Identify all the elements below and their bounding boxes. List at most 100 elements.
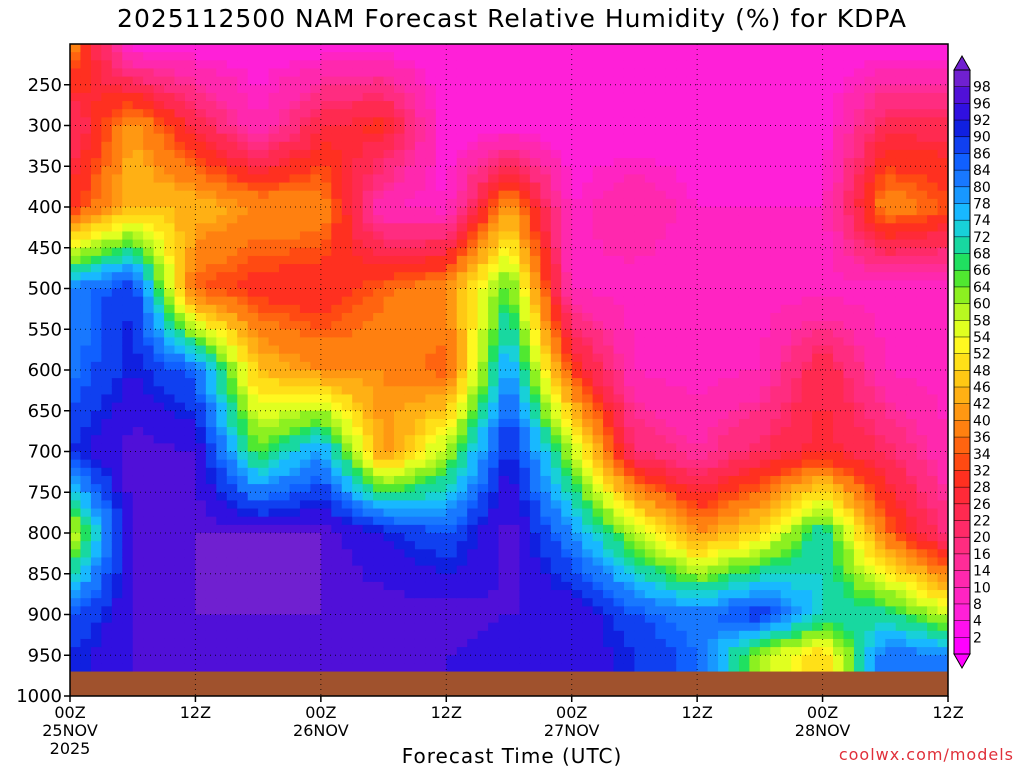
rh-cell: [205, 109, 217, 118]
rh-cell: [164, 557, 176, 567]
rh-cell: [289, 174, 301, 184]
rh-cell: [404, 410, 416, 420]
rh-cell: [352, 492, 364, 501]
rh-cell: [164, 101, 176, 110]
rh-cell: [174, 190, 186, 200]
rh-cell: [331, 606, 343, 616]
rh-cell: [80, 475, 92, 485]
rh-cell: [414, 492, 426, 501]
rh-cell: [237, 581, 249, 591]
rh-cell: [362, 524, 374, 534]
rh-cell: [383, 329, 395, 338]
rh-cell: [655, 573, 667, 583]
rh-cell: [644, 337, 656, 347]
rh-cell: [655, 630, 667, 640]
rh-cell: [404, 76, 416, 86]
rh-cell: [237, 84, 249, 94]
rh-cell: [529, 353, 541, 363]
rh-cell: [80, 370, 92, 379]
rh-cell: [226, 149, 238, 159]
rh-cell: [70, 215, 82, 224]
rh-cell: [101, 541, 113, 550]
rh-cell: [488, 598, 500, 607]
rh-cell: [111, 565, 123, 575]
rh-cell: [529, 516, 541, 526]
rh-cell: [414, 272, 426, 281]
rh-cell: [80, 68, 92, 78]
rh-cell: [247, 141, 259, 151]
rh-cell: [467, 190, 479, 200]
rh-cell: [184, 565, 197, 575]
rh-cell: [362, 44, 374, 53]
rh-cell: [561, 223, 573, 233]
rh-cell: [425, 647, 437, 656]
rh-cell: [184, 109, 197, 118]
rh-cell: [373, 524, 385, 534]
rh-cell: [425, 215, 437, 224]
rh-cell: [540, 443, 552, 453]
rh-cell: [279, 467, 291, 477]
rh-cell: [132, 484, 144, 493]
rh-cell: [383, 622, 395, 632]
rh-cell: [456, 361, 468, 371]
rh-cell: [373, 492, 385, 501]
rh-cell: [394, 492, 406, 501]
rh-cell: [456, 467, 468, 477]
rh-cell: [509, 557, 521, 567]
rh-cell: [101, 109, 113, 118]
rh-cell: [164, 141, 176, 151]
rh-cell: [456, 247, 468, 257]
rh-cell: [352, 541, 364, 550]
rh-cell: [195, 549, 207, 559]
rh-cell: [697, 622, 709, 632]
rh-cell: [122, 484, 134, 493]
rh-cell: [634, 345, 646, 355]
rh-cell: [216, 223, 228, 233]
rh-cell: [184, 590, 197, 599]
rh-cell: [707, 410, 719, 420]
rh-cell: [310, 109, 322, 118]
rh-cell: [655, 84, 667, 94]
rh-cell: [603, 247, 615, 257]
rh-cell: [132, 198, 144, 208]
rh-cell: [111, 361, 123, 371]
rh-cell: [310, 117, 322, 127]
rh-cell: [394, 443, 406, 453]
rh-cell: [561, 386, 573, 396]
rh-cell: [226, 166, 238, 175]
rh-cell: [529, 565, 541, 575]
rh-cell: [571, 435, 583, 444]
rh-cell: [310, 370, 322, 379]
rh-cell: [164, 174, 176, 184]
rh-cell: [122, 565, 134, 575]
rh-cell: [697, 141, 709, 151]
rh-cell: [707, 606, 719, 616]
rh-cell: [352, 223, 364, 233]
rh-cell: [184, 516, 197, 526]
rh-cell: [299, 427, 312, 436]
rh-cell: [341, 215, 353, 224]
rh-cell: [132, 312, 144, 322]
rh-cell: [143, 76, 155, 86]
rh-cell: [320, 475, 332, 485]
rh-cell: [665, 198, 677, 208]
rh-cell: [143, 492, 155, 501]
rh-cell: [707, 190, 719, 200]
rh-cell: [111, 312, 123, 322]
rh-cell: [299, 247, 312, 257]
rh-cell: [174, 255, 186, 265]
rh-cell: [70, 508, 82, 518]
rh-cell: [697, 590, 709, 599]
rh-cell: [509, 581, 521, 591]
rh-cell: [456, 337, 468, 347]
rh-cell: [561, 451, 573, 461]
rh-cell: [707, 125, 719, 135]
rh-cell: [237, 174, 249, 184]
rh-cell: [279, 565, 291, 575]
rh-cell: [686, 500, 698, 510]
rh-cell: [477, 60, 489, 70]
rh-cell: [122, 84, 134, 94]
rh-cell: [143, 321, 155, 330]
rh-cell: [90, 215, 102, 224]
rh-cell: [519, 581, 531, 591]
